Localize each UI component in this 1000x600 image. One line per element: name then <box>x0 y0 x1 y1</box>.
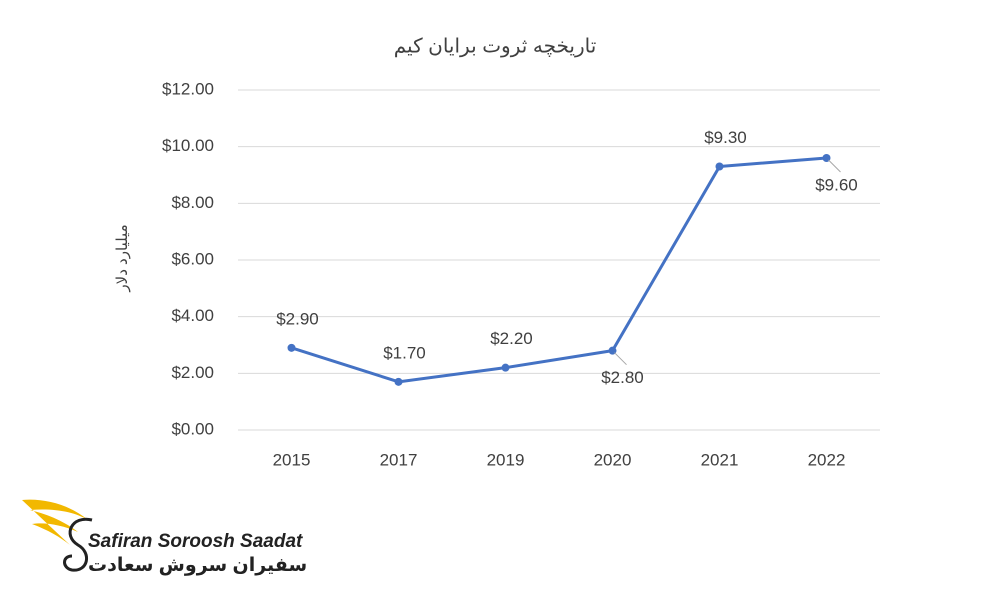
data-point <box>501 363 510 372</box>
y-tick-label: $6.00 <box>171 249 214 268</box>
data-point <box>394 377 403 386</box>
y-tick-label: $0.00 <box>171 419 214 438</box>
y-tick-label: $10.00 <box>162 136 214 155</box>
data-point <box>287 343 296 352</box>
data-label: $2.80 <box>601 368 644 387</box>
leader-line <box>828 159 841 173</box>
x-tick-label: 2020 <box>594 450 632 469</box>
data-line <box>291 156 827 384</box>
y-tick-label: $12.00 <box>162 79 214 98</box>
data-point <box>715 162 724 171</box>
x-tick-label: 2022 <box>808 450 846 469</box>
data-label: $2.90 <box>276 309 319 328</box>
data-label: $2.20 <box>490 329 533 348</box>
data-label: $9.60 <box>815 175 858 194</box>
y-tick-label: $2.00 <box>171 363 214 382</box>
logo-persian: سفیران سروش سعادت <box>88 555 307 576</box>
logo-wing <box>22 499 88 545</box>
x-tick-label: 2015 <box>273 450 311 469</box>
x-tick-label: 2017 <box>380 450 418 469</box>
x-tick-label: 2021 <box>701 450 739 469</box>
logo-swirl <box>63 517 93 572</box>
y-tick-label: $4.00 <box>171 306 214 325</box>
data-label: $9.30 <box>704 128 747 147</box>
data-label: $1.70 <box>383 343 426 362</box>
x-tick-label: 2019 <box>487 450 525 469</box>
logo: Safiran Soroosh Saadat سفیران سروش سعادت <box>22 499 307 576</box>
y-axis-label: میلیارد دلار <box>114 224 131 292</box>
y-tick-label: $8.00 <box>171 193 214 212</box>
leader-line <box>614 352 627 366</box>
chart-title: تاریخچه ثروت برایان کیم <box>394 35 597 57</box>
logo-latin: Safiran Soroosh Saadat <box>88 531 303 552</box>
